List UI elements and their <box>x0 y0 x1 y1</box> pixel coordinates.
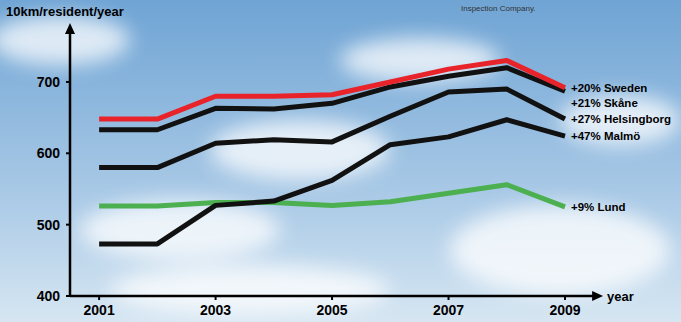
y-tick <box>66 81 70 83</box>
cloud <box>450 205 670 295</box>
x-tick <box>448 296 450 300</box>
x-tick-label: 2009 <box>549 302 580 318</box>
x-tick-label: 2003 <box>200 302 231 318</box>
y-axis <box>69 32 72 296</box>
x-axis-title: year <box>607 289 634 304</box>
y-tick <box>66 295 70 297</box>
y-tick-label: 500 <box>37 217 61 233</box>
y-tick-label: 400 <box>37 288 61 304</box>
x-axis-arrow <box>592 291 603 301</box>
series-label: +21% Skåne <box>571 97 638 109</box>
series-label: +9% Lund <box>571 201 626 213</box>
series-line <box>99 68 565 130</box>
cloud <box>0 15 130 65</box>
y-tick-label: 700 <box>37 74 61 90</box>
chart-container: Inspection Company. 10km/resident/year yea… <box>0 0 681 322</box>
y-axis-title: 10km/resident/year <box>6 4 124 19</box>
y-tick-label: 600 <box>37 145 61 161</box>
y-tick <box>66 152 70 154</box>
cloud <box>110 265 390 315</box>
series-line <box>99 185 565 207</box>
x-tick <box>215 296 217 300</box>
series-label: +20% Sweden <box>571 82 647 94</box>
axes <box>70 32 594 296</box>
x-tick-label: 2001 <box>84 302 115 318</box>
x-tick <box>564 296 566 300</box>
series-line <box>99 61 565 120</box>
x-tick-label: 2007 <box>433 302 464 318</box>
cloud <box>560 95 680 145</box>
chart-svg: Inspection Company. 10km/resident/year yea… <box>0 0 681 322</box>
x-tick <box>98 296 100 300</box>
clouds <box>0 15 680 315</box>
y-tick <box>66 224 70 226</box>
series-group <box>99 61 565 244</box>
series-label: +27% Helsingborg <box>571 113 671 125</box>
series-line <box>99 120 565 244</box>
series-label: +47% Malmö <box>571 130 640 142</box>
x-tick-label: 2005 <box>316 302 347 318</box>
x-tick <box>331 296 333 300</box>
y-axis-arrow <box>65 23 75 34</box>
annotation: Inspection Company. <box>461 4 536 13</box>
